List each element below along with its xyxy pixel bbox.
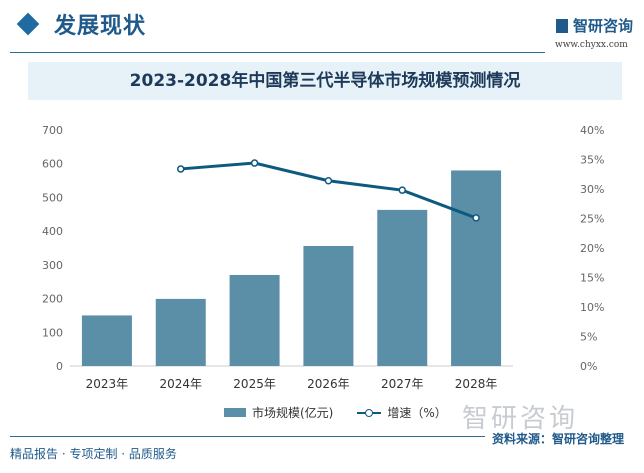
x-tick-label: 2026年	[307, 377, 350, 391]
footer-divider	[10, 436, 485, 437]
y-tick-label: 600	[42, 158, 63, 171]
y2-tick-label: 25%	[580, 213, 604, 226]
y2-tick-label: 0%	[580, 360, 597, 373]
x-tick-label: 2023年	[86, 377, 129, 391]
growth-point	[324, 176, 333, 185]
y-tick-label: 0	[56, 360, 63, 373]
growth-point	[250, 159, 259, 167]
y2-tick-label: 10%	[580, 301, 604, 314]
header-divider	[10, 52, 545, 53]
y-tick-label: 200	[42, 293, 63, 306]
legend-line-swatch	[357, 408, 382, 418]
growth-line	[180, 161, 477, 220]
y2-tick-label: 40%	[580, 124, 604, 137]
legend: 市场规模(亿元) 增速（%）	[224, 404, 447, 421]
y-tick-label: 100	[42, 326, 63, 339]
y-tick-label: 300	[42, 259, 63, 272]
bar	[229, 274, 280, 366]
bar	[303, 245, 354, 366]
brand-url: www.chyxx.com	[555, 40, 628, 50]
source-note: 资料来源：智研咨询整理	[492, 432, 625, 446]
y2-tick-label: 15%	[580, 272, 604, 285]
bar	[81, 315, 132, 366]
y2-tick-label: 5%	[580, 331, 597, 344]
x-tick-label: 2027年	[381, 377, 424, 391]
legend-bar-swatch	[224, 408, 246, 417]
y-tick-label: 700	[42, 124, 63, 137]
chart-title: 2023-2028年中国第三代半导体市场规模预测情况	[129, 71, 521, 91]
legend-line-label: 增速（%）	[387, 406, 447, 420]
footer-slogan: 精品报告 · 专项定制 · 品质服务	[10, 447, 177, 461]
growth-point	[472, 214, 480, 222]
bar	[451, 170, 502, 366]
x-tick-label: 2024年	[159, 377, 202, 391]
brand-logo: 智研咨询	[556, 15, 633, 36]
bar	[377, 209, 428, 366]
bar	[155, 298, 206, 366]
y-tick-label: 400	[42, 225, 63, 238]
x-tick-label: 2028年	[455, 377, 498, 391]
y-tick-label: 500	[42, 191, 63, 204]
growth-point	[398, 186, 406, 194]
section-title: 发展现状	[54, 14, 147, 39]
legend-bar-label: 市场规模(亿元)	[252, 406, 334, 420]
y2-tick-label: 20%	[580, 242, 604, 255]
logo-icon	[556, 19, 568, 33]
y2-tick-label: 30%	[580, 183, 604, 196]
growth-point	[177, 165, 185, 173]
y2-tick-label: 35%	[580, 154, 604, 167]
watermark-logo: 智研咨询	[462, 404, 579, 434]
x-tick-label: 2025年	[233, 377, 276, 391]
combo-chart: 0 100 200 300 400 500 600 700 0% 5% 10% 15% 20% 25% 30…	[42, 124, 604, 391]
logo-text: 智研咨询	[573, 17, 634, 35]
chart-title-box: 2023-2028年中国第三代半导体市场规模预测情况	[28, 62, 622, 100]
